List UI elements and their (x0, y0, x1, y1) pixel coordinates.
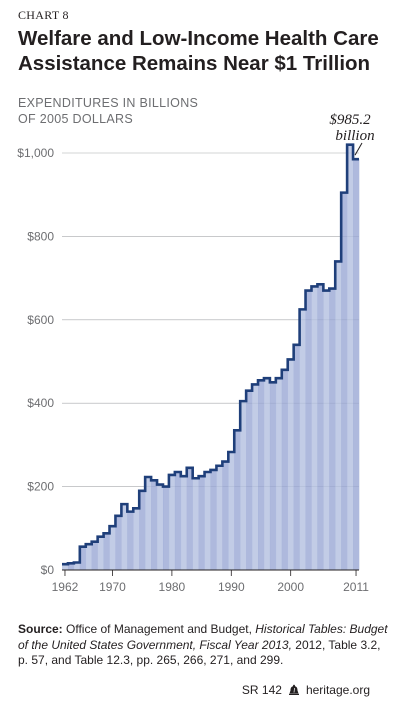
x-tick-label: 2000 (277, 580, 304, 594)
year-bar (204, 472, 211, 570)
year-bar (222, 461, 229, 570)
chart-number: CHART 8 (18, 8, 69, 22)
year-bar (180, 476, 188, 570)
year-bar (228, 451, 235, 570)
y-tick-label: $600 (27, 313, 54, 327)
year-bar (151, 480, 158, 570)
year-bar (353, 159, 360, 570)
year-bar (263, 378, 271, 570)
year-bar (210, 469, 217, 570)
year-bar (73, 562, 81, 570)
year-bar (162, 486, 170, 570)
year-bar (103, 533, 110, 570)
y-tick-label: $1,000 (17, 146, 54, 160)
year-bar (79, 546, 87, 570)
year-bar (293, 344, 300, 570)
year-bar (311, 286, 318, 570)
site-name: heritage.org (305, 683, 370, 697)
x-tick-label: 1990 (218, 580, 245, 594)
y-axis-label-line2: OF 2005 DOLLARS (18, 112, 133, 126)
source-title: Historical Tables: Budget of the United … (18, 622, 388, 652)
x-tick-label: 1980 (159, 580, 186, 594)
year-bar (133, 508, 140, 570)
year-bar (323, 290, 330, 570)
year-bar (174, 472, 182, 570)
peak-annotation: $985.2 billion (329, 112, 375, 156)
year-bar (240, 401, 247, 570)
y-tick-label: $0 (41, 563, 55, 577)
annotation-leader-line (354, 142, 363, 156)
year-bars (62, 144, 360, 571)
year-bar (145, 477, 152, 570)
year-bar (234, 430, 241, 570)
year-bar (91, 541, 98, 570)
source-text-2: 2012, Table 3.2, p. 57, and Table 12.3, … (18, 637, 381, 668)
year-bar (157, 484, 164, 570)
year-bar (168, 474, 176, 570)
year-bar (85, 544, 92, 570)
x-tick-label: 1962 (52, 580, 79, 594)
year-bar (347, 144, 354, 570)
year-bar (299, 309, 306, 570)
year-bar (121, 504, 128, 570)
liberty-bell-icon (288, 684, 299, 695)
y-tick-label: $200 (27, 480, 54, 494)
year-bar (216, 465, 223, 570)
year-bar (281, 369, 289, 570)
year-bar (115, 515, 122, 570)
year-bar (67, 563, 75, 570)
year-bar (192, 478, 199, 570)
year-bar (252, 384, 259, 570)
annotation-value: $985.2 (329, 112, 371, 128)
x-tick-label: 1970 (99, 580, 126, 594)
year-bar (329, 288, 336, 570)
x-tick-label: 2011 (343, 580, 369, 594)
y-tick-labels: $0 $200 $400 $600 $800 $1,000 (17, 146, 54, 577)
source-note: Source: Office of Management and Budget,… (18, 622, 388, 669)
report-id: SR 142 (241, 683, 282, 697)
footer: SR 142 heritage.org (242, 683, 370, 697)
year-bar (198, 476, 205, 570)
y-axis-label-line1: EXPENDITURES IN BILLIONS (18, 96, 199, 110)
chart-title: Welfare and Low-Income Health Care Assis… (18, 27, 379, 75)
source-text-1: Office of Management and Budget, (62, 622, 256, 636)
series-line (62, 143, 359, 566)
year-bar (287, 359, 294, 570)
year-bar (317, 284, 324, 570)
year-bar (269, 382, 277, 570)
year-bar (335, 261, 342, 570)
x-tick-labels: 1962 1970 1980 1990 2000 2011 (52, 570, 369, 594)
expenditure-area-chart: $0 $200 $400 $600 $800 $1,000 1962 1970 1980 199… (17, 112, 375, 594)
year-bar (246, 390, 253, 570)
year-bar (275, 378, 283, 570)
y-tick-label: $400 (27, 396, 54, 410)
year-bar (62, 564, 69, 570)
y-axis-label: EXPENDITURES IN BILLIONS OF 2005 DOLLARS (18, 95, 278, 127)
year-bar (139, 490, 146, 570)
year-bar (97, 536, 104, 570)
year-bar (341, 192, 348, 571)
annotation-unit: billion (335, 128, 374, 144)
year-bar (258, 380, 265, 570)
year-bar (305, 290, 312, 570)
y-tick-label: $800 (27, 229, 54, 243)
year-bar (186, 467, 193, 570)
year-bar (109, 526, 116, 570)
year-bar (127, 511, 134, 570)
source-label: Source: (18, 622, 63, 636)
